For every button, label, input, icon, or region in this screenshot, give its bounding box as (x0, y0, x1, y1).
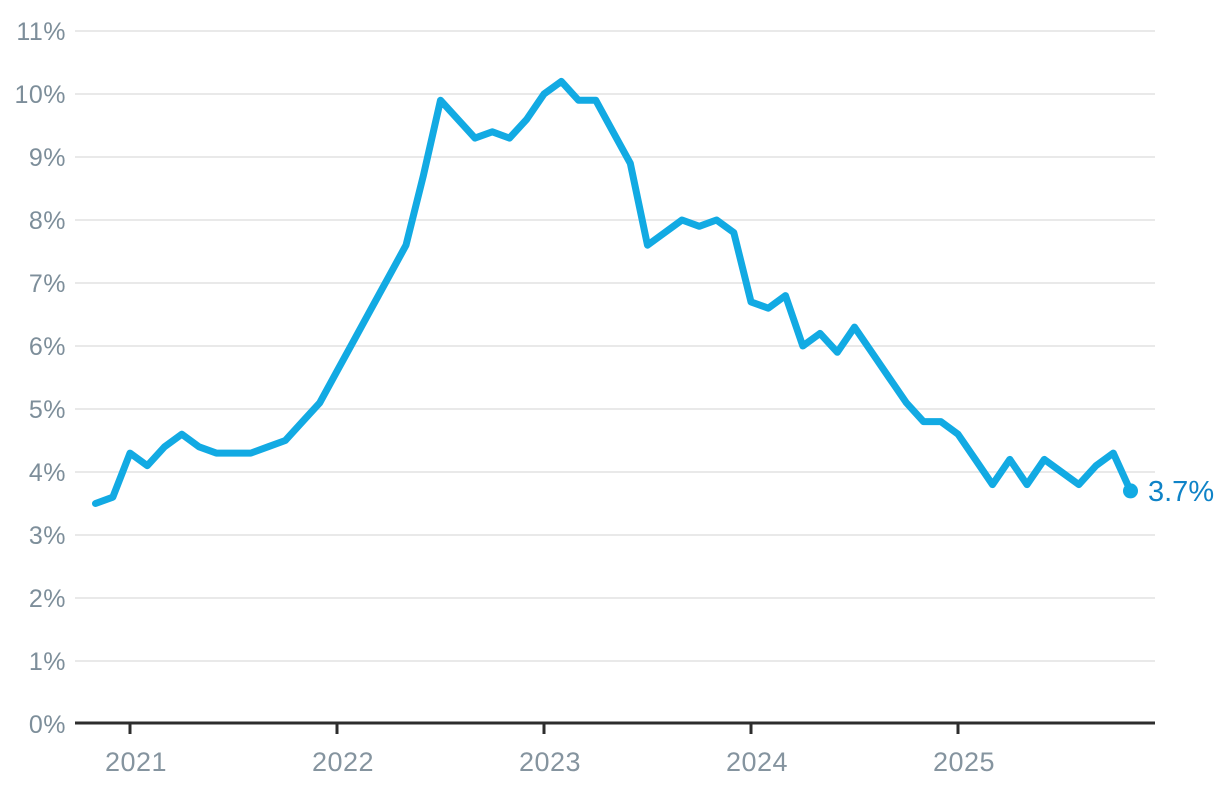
y-tick-label: 7% (29, 270, 66, 298)
y-tick-label: 0% (29, 711, 66, 739)
x-axis (75, 721, 1155, 734)
y-tick-label: 5% (29, 396, 66, 424)
x-tick-label: 2023 (519, 747, 581, 777)
y-tick-label: 2% (29, 585, 66, 613)
x-tick-label: 2021 (105, 747, 167, 777)
x-tick-label: 2024 (726, 747, 788, 777)
data-line (92, 77, 1134, 507)
end-dot (1123, 483, 1138, 499)
y-tick-label: 3% (29, 522, 66, 550)
y-tick-label: 4% (29, 459, 66, 487)
y-tick-label: 8% (29, 207, 66, 235)
end-value-label: 3.7% (1148, 476, 1214, 508)
y-tick-label: 6% (29, 333, 66, 361)
y-tick-label: 11% (16, 18, 66, 46)
y-axis-labels: 0% 1% 2% 3% 4% 5% 6% 7% 8% 9% 10% 11% (14, 18, 66, 739)
y-tick-label: 9% (29, 144, 66, 172)
data-series (92, 77, 1138, 507)
x-tick-label: 2022 (312, 747, 374, 777)
gridlines (75, 30, 1155, 662)
y-tick-label: 10% (14, 81, 66, 109)
x-tick-label: 2025 (933, 747, 995, 777)
x-axis-labels: 2021 2022 2023 2024 2025 (105, 747, 995, 777)
y-tick-label: 1% (29, 648, 66, 676)
